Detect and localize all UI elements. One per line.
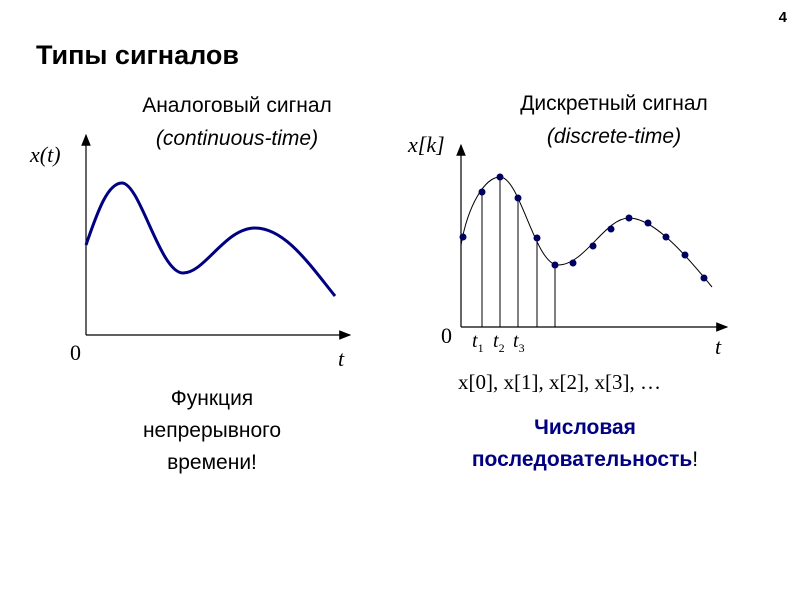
x-label: t — [715, 334, 722, 359]
signal-curve — [84, 181, 337, 297]
caption-line: последовательность! — [472, 448, 698, 471]
subheading: (discrete-time) — [547, 125, 681, 148]
caption-line: Функция — [171, 387, 253, 410]
origin: 0 — [441, 323, 452, 348]
time-label: t3 — [513, 330, 525, 355]
y-label: x(t) — [29, 142, 61, 167]
heading: Дискретный сигнал — [520, 92, 708, 115]
stems — [481, 177, 556, 327]
subheading: (continuous-time) — [156, 127, 318, 150]
origin: 0 — [70, 340, 81, 365]
discrete-plot — [456, 143, 729, 332]
time-label: t1 — [472, 330, 484, 355]
sequence: x[0], x[1], x[2], x[3], … — [458, 370, 661, 394]
page-number: 4 — [779, 9, 788, 26]
y-label: x[k] — [407, 132, 445, 157]
caption-line: времени! — [167, 451, 257, 474]
time-label: t2 — [493, 330, 505, 355]
caption-line: непрерывного — [143, 419, 281, 442]
slide-title: Типы сигналов — [36, 40, 239, 70]
samples — [459, 173, 708, 282]
x-label: t — [338, 346, 345, 371]
analog-plot — [81, 133, 352, 340]
caption-line: Числовая — [534, 416, 636, 439]
envelope — [460, 176, 713, 288]
heading: Аналоговый сигнал — [142, 94, 332, 117]
